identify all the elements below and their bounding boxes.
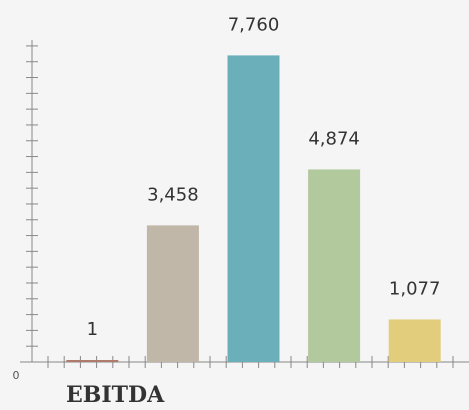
bar (227, 55, 280, 362)
value-label: 7,760 (228, 14, 280, 35)
value-label: 3,458 (147, 184, 199, 205)
bar (388, 319, 441, 362)
bar (146, 225, 199, 362)
chart-title: EBITDA (66, 382, 165, 408)
value-label: 1 (87, 319, 98, 340)
y-tick-label: 0 (13, 369, 20, 382)
bar (66, 360, 119, 362)
value-label: 4,874 (308, 128, 360, 149)
bar (308, 169, 361, 362)
value-label: 1,077 (389, 278, 441, 299)
